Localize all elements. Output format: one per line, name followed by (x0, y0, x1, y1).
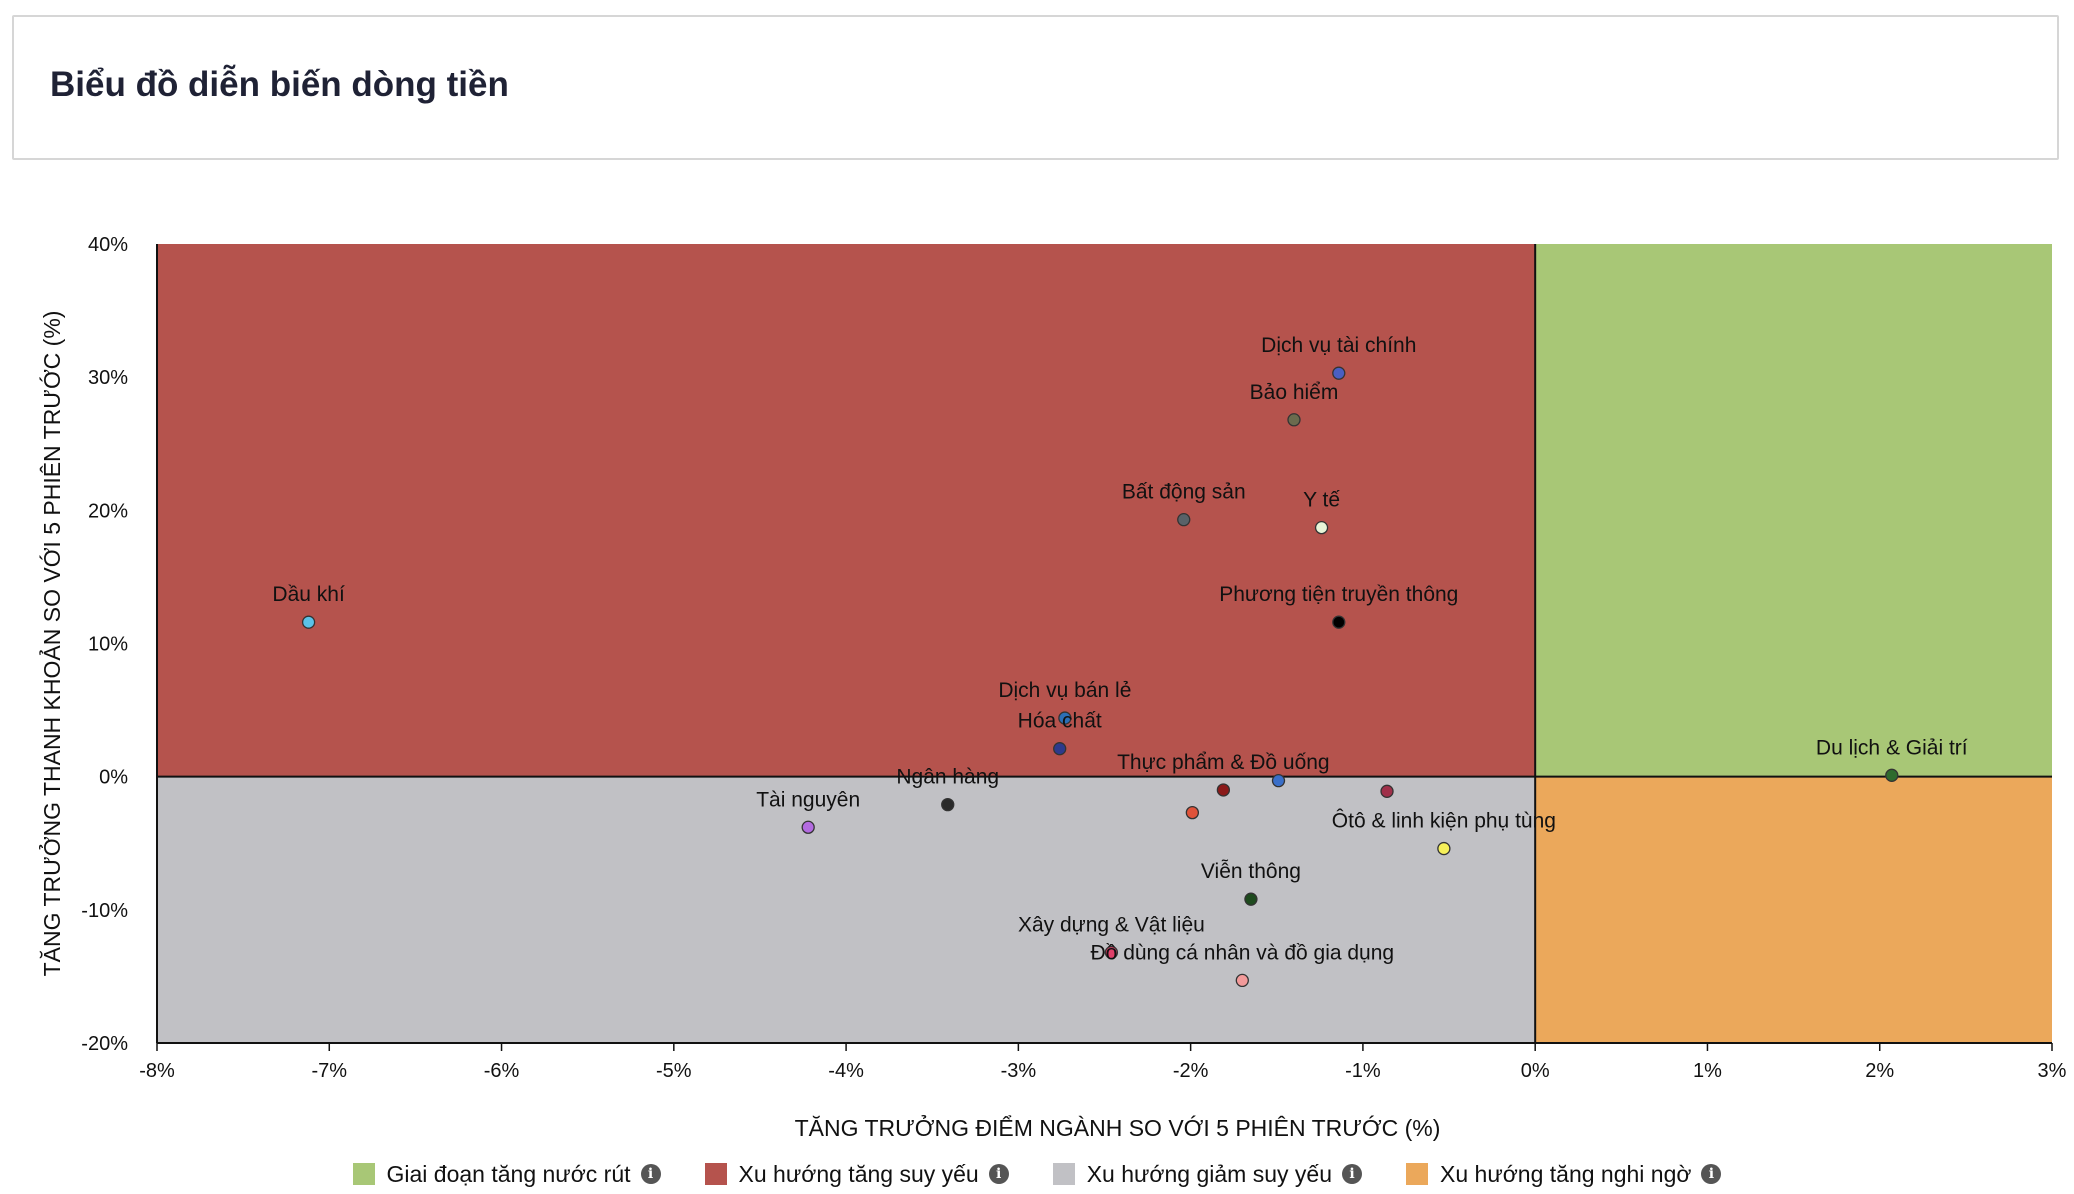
legend-label: Xu hướng tăng nghi ngờ (1440, 1160, 1692, 1187)
data-point-label: Bất động sản (1122, 481, 1246, 504)
quadrant-acceleration (1535, 244, 2052, 777)
data-point-label: Thực phẩm & Đồ uống (1117, 751, 1330, 774)
data-point-label: Tài nguyên (756, 788, 860, 811)
data-points: Dịch vụ tài chính Bảo hiểm Bất động sản Y t… (272, 334, 1968, 988)
data-point-label: Ôtô & linh kiện phụ tùng (1332, 810, 1556, 833)
y-tick-label: 30% (88, 367, 128, 389)
legend-item-q1[interactable]: Giai đoạn tăng nước rút i (352, 1160, 661, 1188)
legend-label: Xu hướng giảm suy yếu (1086, 1160, 1332, 1187)
tick-labels: -8% -7% -6% -5% -4% -3% -2% -1% 0% 1% 2% 3% 40% 30% 20… (81, 234, 2066, 1082)
data-point-label: Dầu khí (272, 583, 345, 606)
legend-item-q4[interactable]: Xu hướng tăng nghi ngờ i (1406, 1160, 1722, 1188)
data-point-label: Đồ dùng cá nhân và đồ gia dụng (1091, 941, 1395, 964)
quadrant-weakening-uptrend (157, 244, 1536, 777)
y-axis-title: TĂNG TRƯỞNG THANH KHOẢN SO VỚI 5 PHIÊN T… (37, 311, 65, 977)
info-icon[interactable]: i (1342, 1164, 1362, 1184)
data-point (1437, 841, 1451, 856)
x-tick-label: -4% (828, 1060, 864, 1082)
data-point (1271, 774, 1286, 788)
data-point-label: Dịch vụ bán lẻ (998, 679, 1131, 702)
data-point-label: Ngân hàng (896, 766, 999, 789)
page-title: Biểu đồ diễn biến dòng tiền (50, 65, 509, 104)
data-point-label: Du lịch & Giải trí (1816, 736, 1968, 759)
x-tick-label: 0% (1521, 1060, 1550, 1082)
y-tick-label: 10% (88, 634, 128, 656)
data-point-label: Viễn thông (1201, 860, 1301, 883)
y-tick-label: -20% (81, 1033, 128, 1055)
x-tick-label: -1% (1345, 1060, 1381, 1082)
data-point-label: Phương tiện truyền thông (1219, 583, 1458, 606)
legend: Giai đoạn tăng nước rút i Xu hướng tăng … (0, 1157, 2074, 1191)
data-point (1287, 413, 1301, 427)
data-point-label: Hóa chất (1018, 710, 1102, 733)
legend-swatch (1406, 1163, 1428, 1185)
x-tick-label: -5% (656, 1060, 692, 1082)
data-point (1885, 768, 1899, 782)
info-icon[interactable]: i (640, 1164, 661, 1184)
quadrant-weakening-downtrend (157, 776, 1536, 1043)
y-tick-label: 0% (99, 767, 128, 789)
data-point (1058, 711, 1072, 725)
x-tick-label: -3% (1001, 1060, 1037, 1082)
x-tick-label: -6% (484, 1060, 520, 1082)
legend-item-q3[interactable]: Xu hướng giảm suy yếu i (1052, 1160, 1362, 1188)
info-icon[interactable]: i (988, 1164, 1009, 1184)
data-point (1185, 805, 1200, 820)
data-point-label: Xây dựng & Vật liệu (1018, 913, 1205, 936)
legend-swatch (352, 1163, 375, 1185)
chart-axes (156, 244, 2052, 1044)
legend-swatch (1052, 1163, 1075, 1185)
data-point (1332, 366, 1346, 380)
data-point (1177, 513, 1191, 527)
y-tick-label: 40% (88, 234, 128, 256)
data-point (301, 615, 316, 629)
quadrant-backgrounds (157, 244, 2052, 1043)
data-point (1216, 783, 1231, 797)
x-tick-label: -7% (311, 1060, 347, 1082)
cashflow-chart: -8% -7% -6% -5% -4% -3% -2% -1% 0% 1% 2% 3% 40% 30% 20… (37, 234, 2067, 1141)
data-point (1332, 615, 1346, 629)
data-point (1380, 784, 1394, 798)
data-point (1104, 945, 1119, 960)
header-card: Biểu đồ diễn biến dòng tiền (12, 15, 2059, 160)
data-point (941, 797, 955, 812)
data-point-label: Dịch vụ tài chính (1261, 334, 1416, 357)
data-point-label: Bảo hiểm (1250, 381, 1339, 404)
info-icon[interactable]: i (1701, 1164, 1722, 1184)
legend-item-q2[interactable]: Xu hướng tăng suy yếu i (704, 1160, 1009, 1188)
y-tick-label: -10% (81, 900, 128, 922)
x-tick-label: -8% (139, 1060, 175, 1082)
legend-label: Giai đoạn tăng nước rút (386, 1160, 631, 1187)
x-tick-label: -2% (1173, 1060, 1209, 1082)
data-point-label: Y tế (1303, 489, 1340, 512)
data-point (1235, 973, 1249, 988)
data-point (1314, 520, 1329, 535)
quadrant-doubtful-uptrend (1535, 776, 2052, 1043)
x-tick-label: 3% (2038, 1060, 2067, 1082)
data-point (1053, 742, 1067, 756)
y-tick-label: 20% (88, 500, 128, 522)
data-point (1244, 892, 1258, 906)
legend-swatch (704, 1163, 727, 1185)
x-tick-label: 2% (1865, 1060, 1894, 1082)
x-axis-title: TĂNG TRƯỞNG ĐIỂM NGÀNH SO VỚI 5 PHIÊN TR… (795, 1113, 1441, 1141)
data-point (801, 820, 815, 834)
x-tick-label: 1% (1693, 1060, 1722, 1082)
legend-label: Xu hướng tăng suy yếu (738, 1160, 979, 1187)
